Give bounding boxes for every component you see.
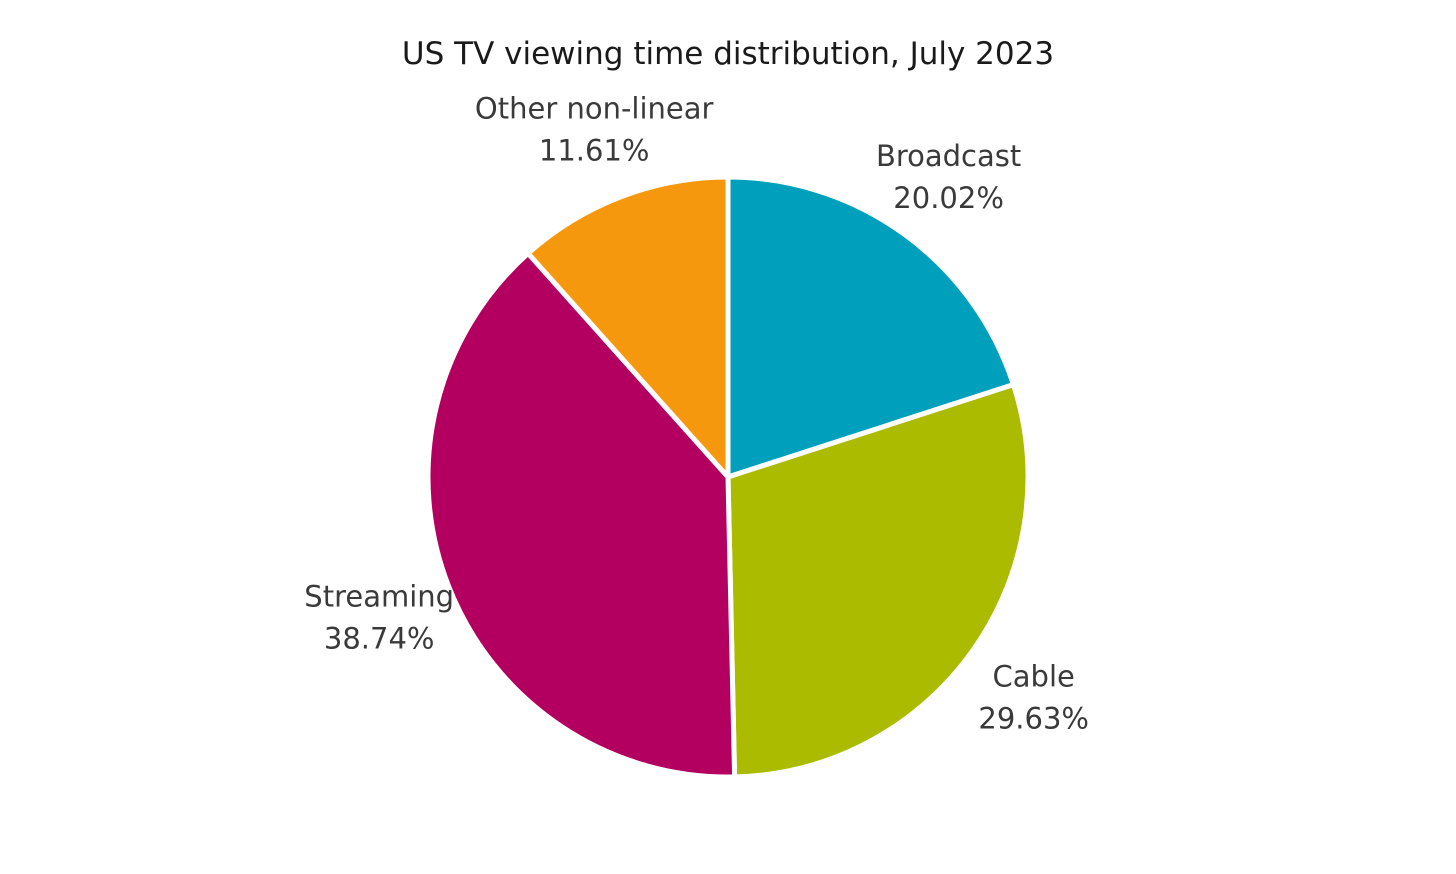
pie-slice-streaming xyxy=(425,250,738,780)
slice-label-cable: Cable xyxy=(993,659,1075,693)
chart-title: US TV viewing time distribution, July 20… xyxy=(402,36,1054,72)
pie-slice-broadcast xyxy=(725,174,1016,480)
pie-slice-cable xyxy=(725,382,1031,780)
pie-slice-other-non-linear xyxy=(525,174,731,480)
pie-slices xyxy=(425,174,1031,780)
slice-label-streaming: Streaming xyxy=(304,580,454,614)
slice-label-broadcast: Broadcast xyxy=(876,139,1021,173)
slice-label-other-non-linear: Other non-linear xyxy=(475,92,714,126)
slice-labels: Broadcast 20.02% Cable 29.63% Streaming 38.74… xyxy=(304,92,1089,736)
slice-value-streaming: 38.74% xyxy=(324,622,435,656)
slice-value-broadcast: 20.02% xyxy=(893,181,1004,215)
slice-value-cable: 29.63% xyxy=(978,701,1089,735)
slice-value-other-non-linear: 11.61% xyxy=(539,134,650,168)
